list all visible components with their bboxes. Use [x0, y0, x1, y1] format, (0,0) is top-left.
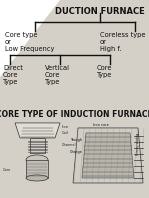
Text: Core type
or
Low Frequency: Core type or Low Frequency — [5, 32, 54, 52]
Text: Coreless type
or
High f.: Coreless type or High f. — [100, 32, 146, 52]
Text: CORE TYPE OF INDUCTION FURNACE: CORE TYPE OF INDUCTION FURNACE — [0, 110, 149, 119]
Text: Iron: Iron — [62, 125, 69, 129]
Ellipse shape — [26, 175, 48, 181]
Text: Channel: Channel — [62, 143, 76, 147]
Text: Trough: Trough — [70, 138, 82, 142]
Text: Iron core: Iron core — [93, 123, 109, 127]
Polygon shape — [82, 133, 134, 178]
Ellipse shape — [26, 155, 48, 165]
Text: Core: Core — [3, 168, 11, 172]
Text: Coil: Coil — [62, 131, 69, 135]
Text: DUCTION FURNACE: DUCTION FURNACE — [55, 7, 145, 16]
Polygon shape — [15, 123, 60, 138]
Text: Vertical
Core
Type: Vertical Core Type — [45, 65, 70, 85]
Text: Core
Type: Core Type — [97, 65, 112, 78]
Text: Primary winding: Primary winding — [136, 133, 140, 155]
Text: Direct
Core
Type: Direct Core Type — [3, 65, 23, 85]
FancyBboxPatch shape — [26, 160, 48, 178]
Polygon shape — [73, 128, 143, 183]
Text: Charge: Charge — [70, 150, 83, 154]
FancyBboxPatch shape — [30, 138, 45, 153]
Polygon shape — [0, 0, 60, 77]
